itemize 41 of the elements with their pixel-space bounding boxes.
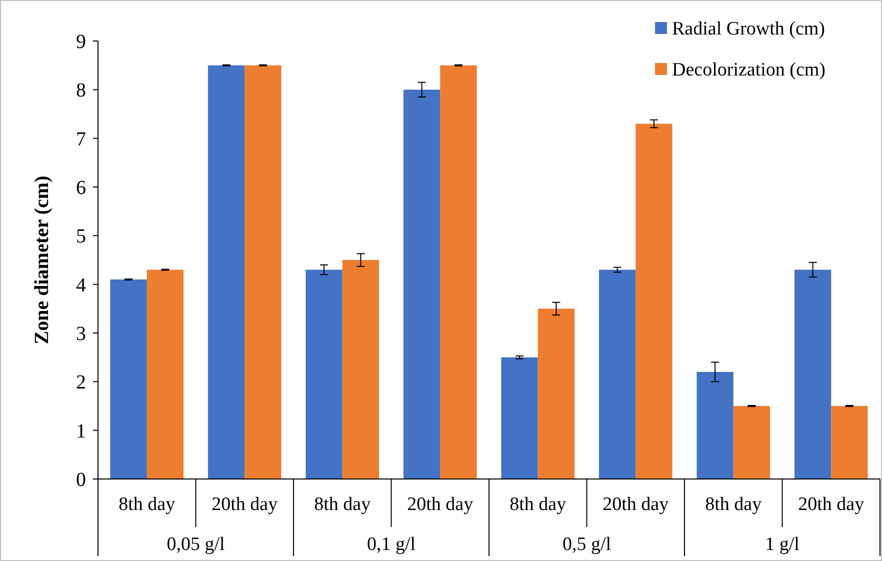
x-tick-label: 8th day bbox=[314, 494, 372, 515]
bar bbox=[598, 270, 636, 479]
y-tick-label: 5 bbox=[76, 226, 86, 248]
text: 0,1 g/l bbox=[366, 534, 416, 555]
bar bbox=[110, 279, 147, 479]
bar bbox=[146, 270, 184, 479]
y-tick-label: 9 bbox=[76, 31, 86, 53]
bar bbox=[538, 308, 575, 479]
bar bbox=[733, 406, 770, 479]
bar bbox=[244, 65, 282, 479]
legend-label: Radial Growth (cm) bbox=[672, 18, 826, 40]
bar bbox=[794, 270, 832, 479]
bar bbox=[831, 406, 868, 479]
y-tick-label: 4 bbox=[76, 274, 86, 296]
bar bbox=[636, 124, 672, 479]
bar bbox=[306, 270, 342, 479]
y-tick-label: 6 bbox=[76, 177, 86, 199]
x-tick-label: 20th day bbox=[602, 494, 670, 515]
x-tick-label: 8th day bbox=[118, 494, 176, 515]
bar bbox=[403, 90, 440, 479]
x-tick-label: 20th day bbox=[798, 494, 865, 515]
y-tick-label: 1 bbox=[76, 420, 86, 442]
y-tick-label: 7 bbox=[76, 128, 86, 150]
bar bbox=[342, 260, 380, 479]
bar bbox=[440, 65, 477, 479]
x-tick-label: 8th day bbox=[510, 494, 567, 515]
x-tick-label: 20th day bbox=[212, 494, 278, 515]
text: 0,05 g/l bbox=[166, 534, 225, 555]
x-tick-label: 20th day bbox=[407, 494, 474, 515]
y-tick-label: 2 bbox=[76, 372, 86, 394]
text: 1 g/l bbox=[765, 534, 800, 555]
bar bbox=[208, 65, 245, 479]
bar bbox=[696, 372, 734, 479]
x-tick-label: 8th day bbox=[705, 494, 762, 515]
y-tick-label: 3 bbox=[76, 323, 86, 345]
text: 0,5 g/l bbox=[562, 534, 612, 555]
legend-label: Decolorization (cm) bbox=[672, 60, 826, 81]
y-axis-title: Zone diameter (cm) bbox=[31, 176, 53, 344]
y-tick-label: 8 bbox=[76, 80, 86, 102]
bar bbox=[501, 357, 538, 479]
y-tick-label: 0 bbox=[76, 469, 86, 491]
